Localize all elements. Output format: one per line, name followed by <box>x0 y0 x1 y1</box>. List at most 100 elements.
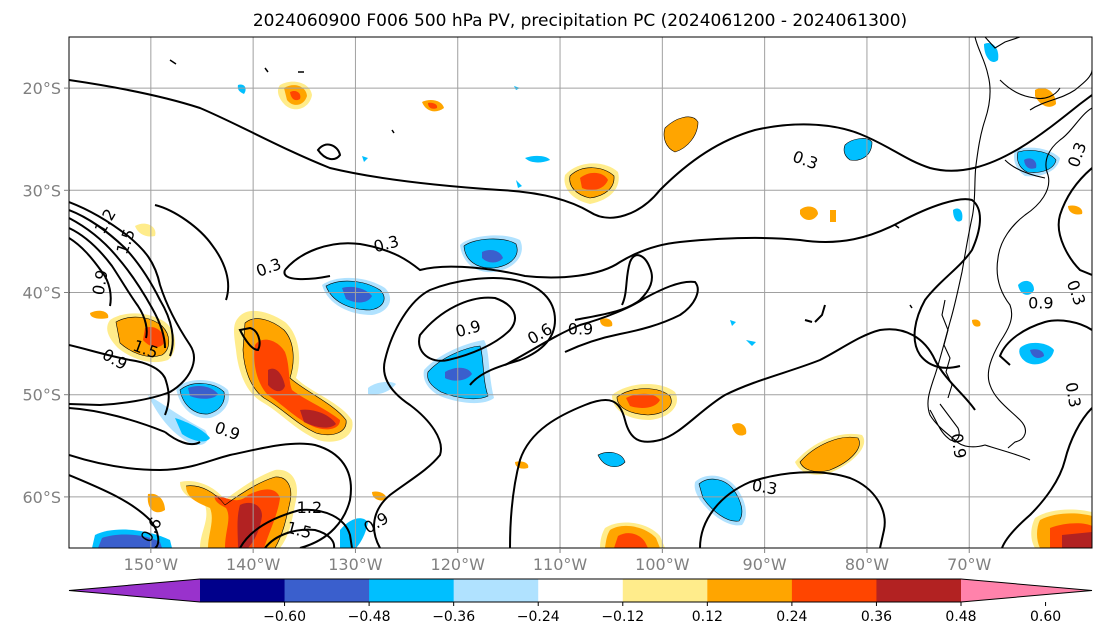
map-area: 0.30.30.3 0.30.30.30.9 0.6 0.90.90.91.51.20… <box>69 37 1092 548</box>
precip-negative-area <box>844 138 872 161</box>
contour-label-text: 0.3 <box>750 476 778 499</box>
lat-tick-label: 50°S <box>22 386 61 405</box>
colorbar-tick-label: −0.12 <box>601 609 644 625</box>
colorbar-swatch <box>284 579 370 602</box>
contour-label: 0.9 <box>947 432 970 460</box>
contour-label-text: 0.3 <box>1062 381 1085 409</box>
pv-contour-line <box>504 280 699 366</box>
lon-tick-label: 110°W <box>533 555 588 574</box>
precip-negative-area <box>342 286 372 303</box>
precip-positive-area <box>972 319 981 327</box>
precip-positive-area <box>1062 532 1092 548</box>
contour-label: 0.9 <box>568 319 593 338</box>
pv-contour-line <box>574 254 653 321</box>
pv-contour-line <box>804 304 826 323</box>
contour-label: 0.3 <box>750 476 778 499</box>
lat-tick-label: 20°S <box>22 79 61 98</box>
lon-tick-label: 80°W <box>845 555 889 574</box>
precip-positive-area <box>90 310 109 319</box>
precip-positive-area <box>800 437 860 472</box>
coastline-south-america <box>927 37 1092 461</box>
precip-negative-area <box>699 479 742 522</box>
precip-positive-area <box>254 339 340 430</box>
contour-label-text: 0.9 <box>568 319 593 338</box>
colorbar-tick-label: −0.60 <box>263 609 306 625</box>
precip-negative-area <box>482 250 503 263</box>
pv-contour-line <box>1057 167 1092 276</box>
colorbar-tick-label: 0.60 <box>1030 609 1061 625</box>
colorbar-tick-label: −0.48 <box>348 609 391 625</box>
colorbar-extend-high <box>961 579 1092 602</box>
colorbar-extend-low <box>69 579 200 602</box>
pv-contour-line <box>239 508 353 548</box>
precip-negative-area <box>953 208 963 222</box>
precip-negative-area <box>1024 158 1037 169</box>
contour-label: 0.3 <box>1062 381 1085 409</box>
latitude-tick-labels: 20°S 30°S 40°S 50°S 60°S <box>22 79 69 507</box>
precip-negative-area <box>175 418 210 442</box>
pv-contour-line <box>509 328 976 548</box>
colorbar-tick-label: 0.24 <box>776 609 807 625</box>
pv-contour-line <box>69 237 112 307</box>
colorbar-swatch <box>791 579 877 602</box>
precip-positive-area <box>664 116 698 152</box>
pv-contour-line <box>69 209 174 357</box>
precip-positive-area <box>268 368 336 428</box>
lon-tick-label: 130°W <box>328 555 383 574</box>
contour-label: 0.9 <box>89 268 112 296</box>
precip-positive-area <box>143 326 165 348</box>
contour-label: 1.2 <box>297 498 322 517</box>
precip-negative-area <box>598 452 625 467</box>
pv-contour-line <box>238 326 261 352</box>
precip-positive-area <box>580 172 608 190</box>
precip-positive-area <box>626 393 660 408</box>
pv-contours <box>69 79 1092 548</box>
pv-contour-line <box>69 474 160 548</box>
colorbar-swatch <box>538 579 624 602</box>
lon-tick-label: 140°W <box>226 555 281 574</box>
pv-contour-line <box>69 201 195 407</box>
pv-contour-line <box>69 442 352 548</box>
colorbar-swatch <box>707 579 793 602</box>
colorbar-tick-label: 0.12 <box>692 609 723 625</box>
colorbar-swatch <box>622 579 708 602</box>
colorbar-outline <box>68 578 1093 603</box>
precip-negative-area <box>98 534 162 548</box>
precip-negative-area <box>340 518 368 548</box>
contour-label: 0.9 <box>1028 294 1053 313</box>
pv-contour-line <box>69 407 166 433</box>
colorbar-tick-label: 0.36 <box>861 609 892 625</box>
pv-contour-line <box>69 227 148 339</box>
pv-contour-line <box>1001 407 1092 548</box>
pv-contour-line <box>69 217 166 349</box>
precip-positive-area <box>290 90 301 101</box>
colorbar-swatch <box>369 579 455 602</box>
pv-contour-line <box>69 344 170 416</box>
lat-tick-label: 30°S <box>22 181 61 200</box>
pv-contour-line <box>283 269 331 281</box>
colorbar-swatch <box>876 579 962 602</box>
precip-positive-area <box>600 318 613 327</box>
colorbar-tick-label: −0.24 <box>517 609 560 625</box>
pv-contour-line <box>264 528 336 548</box>
colorbar-tick-label: 0.48 <box>945 609 976 625</box>
longitude-tick-labels: 150°W 140°W 130°W 120°W 110°W 100°W 90°W 80°W 70… <box>124 548 992 574</box>
contour-label-text: 1.2 <box>297 498 322 517</box>
map-title: 2024060900 F006 500 hPa PV, precipitatio… <box>253 11 907 31</box>
pv-contour-line <box>69 79 1092 219</box>
pv-contour-line <box>373 277 557 548</box>
colorbar: −0.60 −0.48 −0.36 −0.24 −0.12 0.12 0.24 0.36 0.4… <box>68 578 1093 625</box>
pv-contour-line <box>418 296 516 362</box>
precip-negative-area <box>525 155 550 163</box>
precip-positive-area <box>428 102 438 109</box>
contour-label-text: 0.9 <box>1028 294 1053 313</box>
precip-positive-area <box>614 533 648 548</box>
lat-tick-label: 60°S <box>22 488 61 507</box>
precip-negative-area <box>188 386 218 399</box>
precip-positive-area <box>237 502 262 548</box>
lon-tick-label: 90°W <box>743 555 787 574</box>
precip-negative-area <box>1018 280 1034 295</box>
pv-contour-line <box>284 198 981 369</box>
precip-negative-area <box>445 367 472 381</box>
colorbar-swatch <box>453 579 539 602</box>
